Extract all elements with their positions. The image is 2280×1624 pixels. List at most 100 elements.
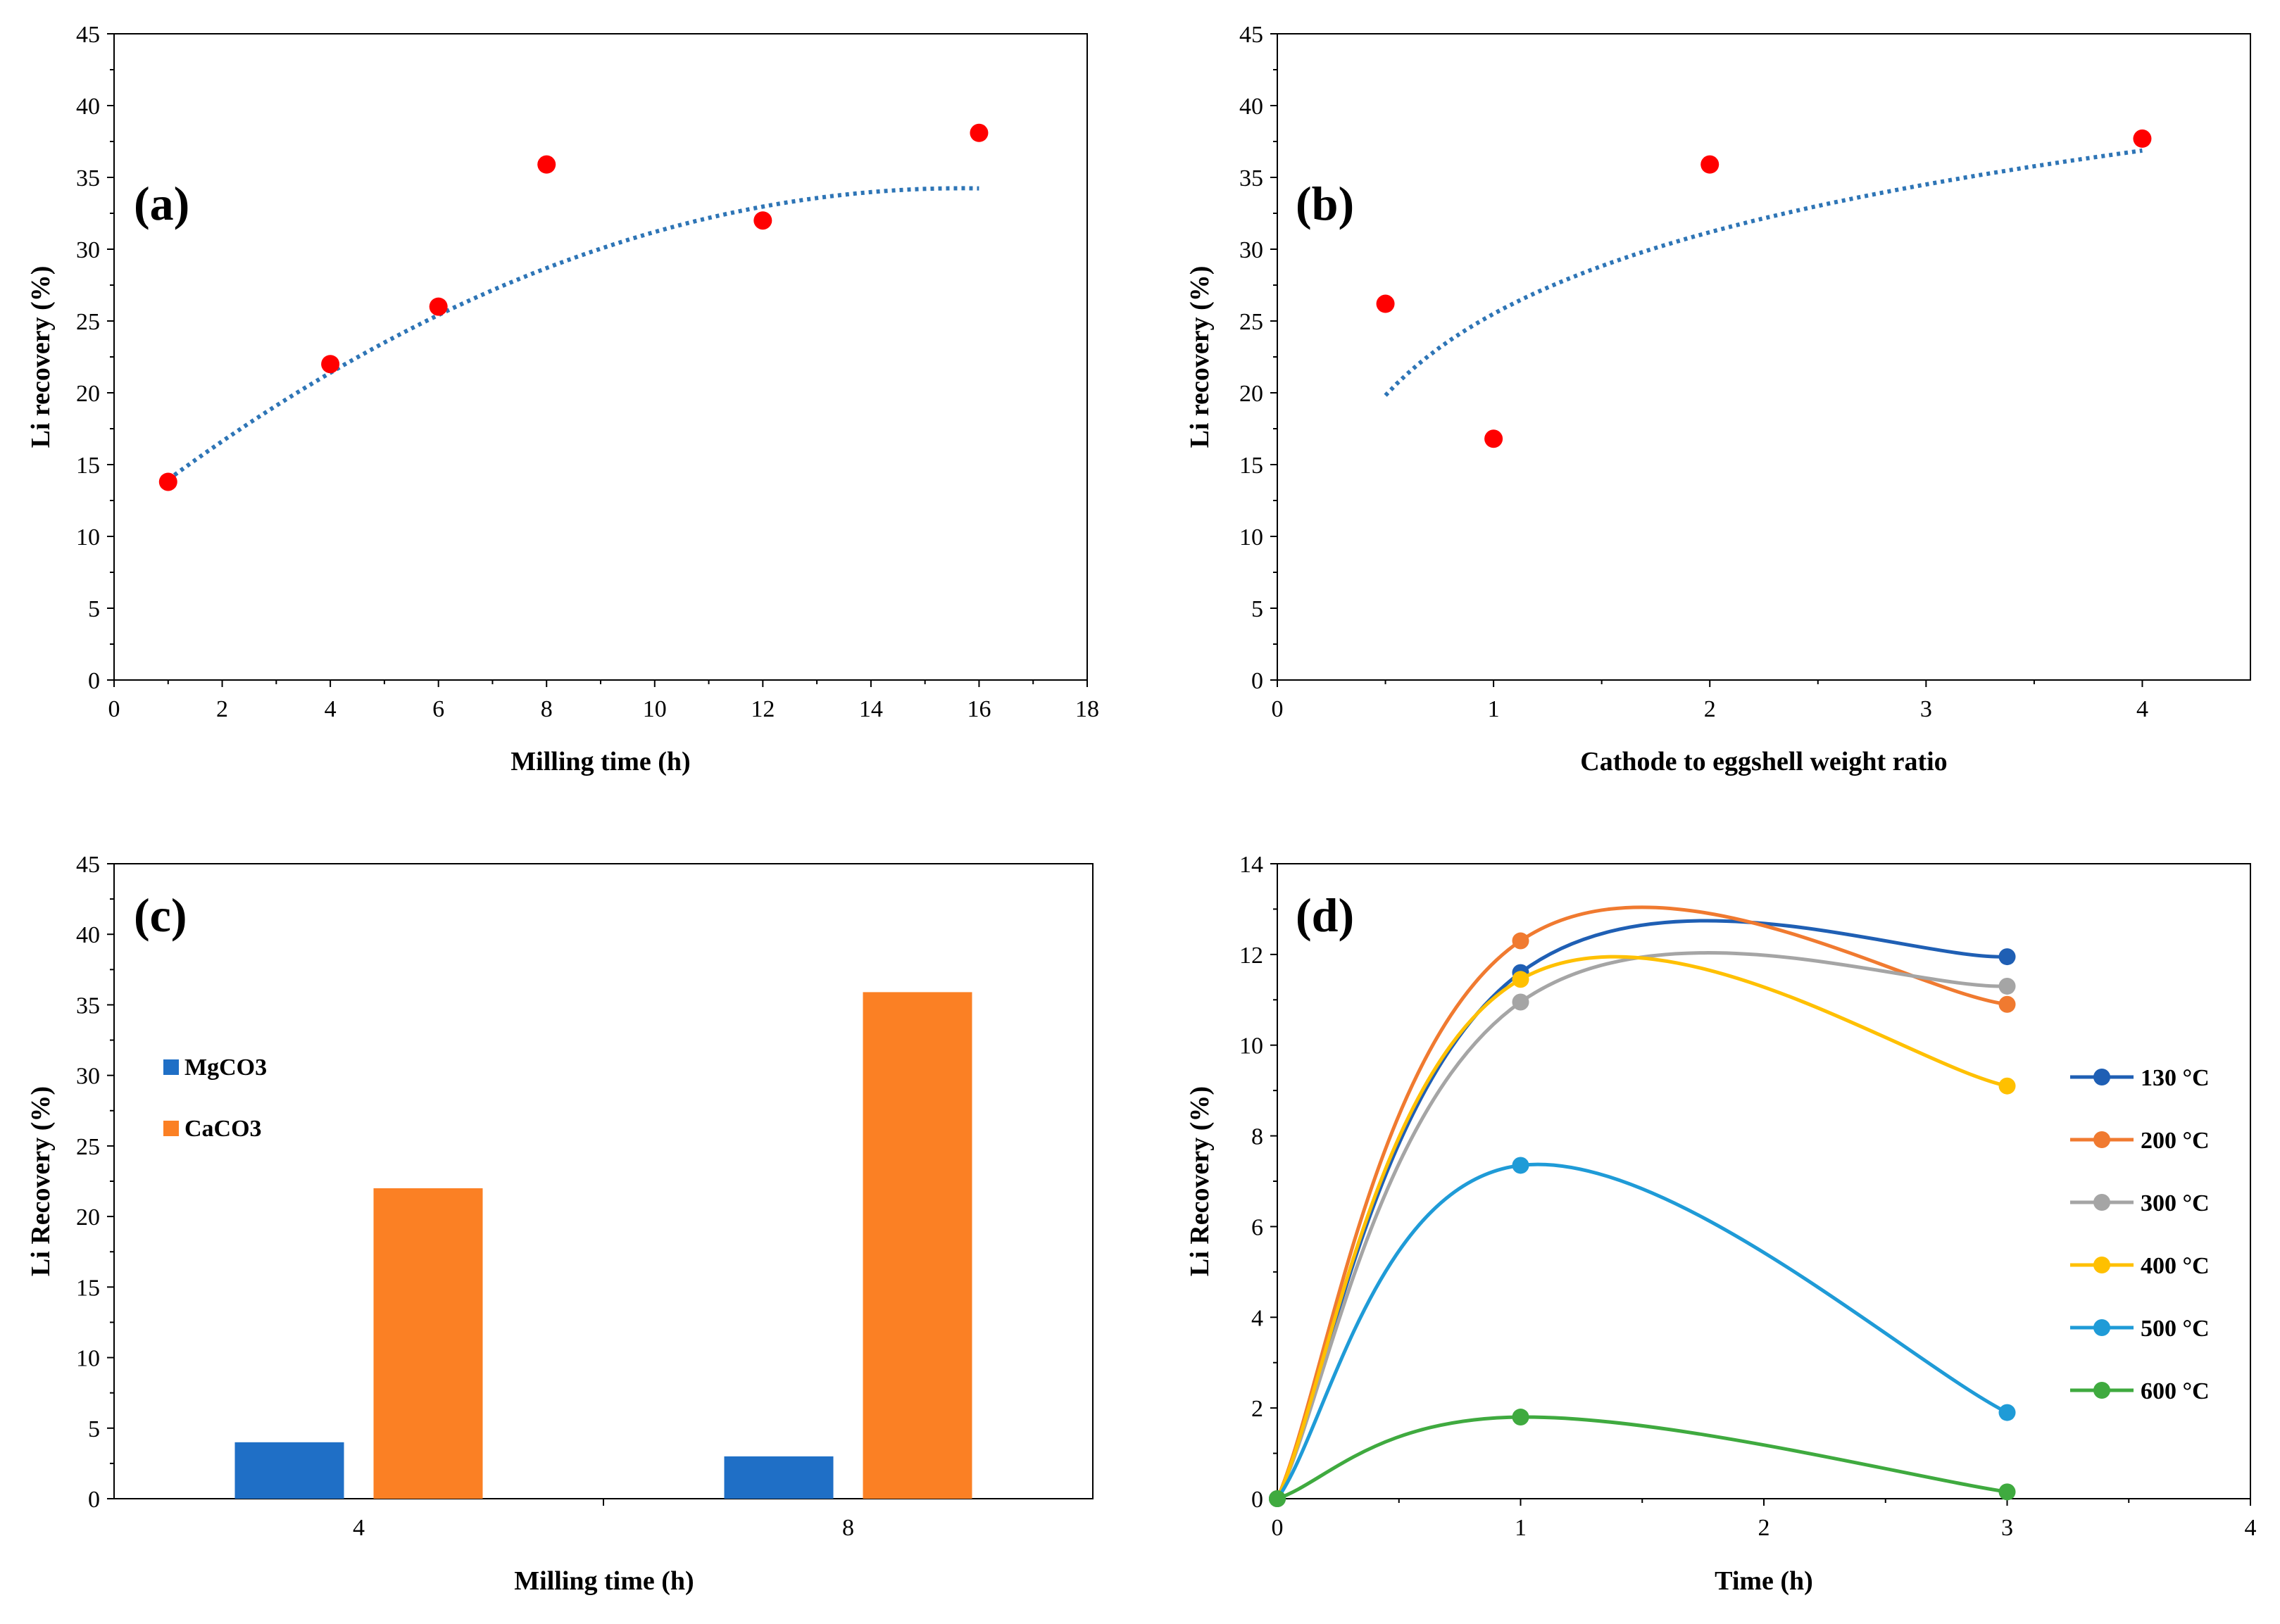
panel-d-y-axis-title: Li Recovery (%) [1185,1086,1215,1276]
y-tick-label: 14 [1239,852,1263,878]
x-tick-label: 2 [1758,1515,1770,1541]
line-series-4 [1275,1162,2008,1500]
y-tick-label: 4 [1251,1305,1263,1331]
line-marker-series-5 [1512,1409,1529,1426]
y-tick-label: 40 [1239,94,1263,120]
y-tick-label: 35 [1239,165,1263,191]
y-tick-label: 0 [88,668,100,694]
panel-a-data-point [537,155,556,174]
legend-marker-series-4 [2093,1319,2110,1336]
panel-a-plot-frame [113,33,1088,681]
bar-caco3-4 [373,1188,483,1499]
bar-mgco3-4 [234,1442,344,1499]
panel-b-trendline [1384,148,2143,397]
x-tick-label: 4 [325,696,337,722]
x-tick-label: 4 [2136,696,2148,722]
x-tick-label: 4 [2245,1515,2257,1541]
panel-a-data-point [429,297,448,316]
y-tick-label: 45 [76,22,100,48]
y-tick-label: 10 [76,524,100,550]
legend-marker-series-0 [2093,1069,2110,1085]
panel-a-data-point [753,211,772,230]
panel-a-milling-time-scatter: (a) Milling time (h) Li recovery (%) 0 2 4… [26,22,1099,776]
legend-marker-series-3 [2093,1257,2110,1273]
y-tick-label: 40 [76,922,100,948]
y-tick-label: 5 [88,596,100,622]
y-tick-label: 40 [76,94,100,120]
y-tick-label: 25 [76,309,100,335]
panel-b-data-point [1484,429,1503,448]
panel-b-data-point [1700,155,1720,174]
panel-b-data-point [2133,129,2152,148]
legend-label-series-0: 130 °C [2141,1065,2210,1091]
panel-c-label: (c) [134,888,187,942]
x-tick-label: 2 [1704,696,1716,722]
y-tick-label: 45 [76,852,100,878]
y-tick-label: 35 [76,993,100,1019]
panel-a-y-axis-title: Li recovery (%) [26,266,56,448]
x-tick-label: 0 [1272,696,1284,722]
y-tick-label: 15 [76,1275,100,1301]
line-marker-series-2 [1512,993,1529,1011]
legend-label-series-2: 300 °C [2141,1190,2210,1216]
line-series-3 [1275,955,2008,1500]
legend-marker-series-2 [2093,1194,2110,1211]
y-tick-label: 12 [1239,943,1263,969]
legend-marker-series-5 [2093,1382,2110,1399]
line-marker-series-1 [1998,995,2016,1013]
panel-c-y-axis-title: Li Recovery (%) [26,1086,56,1276]
line-marker-series-4 [1998,1404,2016,1421]
line-marker-series-5 [1998,1483,2016,1501]
legend-label-series-5: 600 °C [2141,1378,2210,1404]
line-marker-series-0 [1998,948,2016,966]
y-tick-label: 6 [1251,1214,1263,1240]
y-tick-label: 2 [1251,1396,1263,1422]
y-tick-label: 15 [1239,453,1263,479]
y-tick-label: 30 [76,1064,100,1090]
x-tick-label: 3 [1920,696,1932,722]
legend-label-series-1: 200 °C [2141,1128,2210,1154]
x-tick-label: 0 [1272,1515,1284,1541]
y-tick-label: 20 [76,381,100,407]
y-tick-label: 20 [76,1204,100,1230]
line-marker-series-2 [1998,977,2016,995]
panel-c-x-axis-title: Milling time (h) [514,1566,694,1596]
panel-b-x-axis-title: Cathode to eggshell weight ratio [1580,747,1947,776]
x-tick-label: 14 [859,696,883,722]
y-tick-label: 5 [1251,596,1263,622]
panel-a-data-point [158,472,177,491]
x-tick-label: 0 [108,696,120,722]
line-series-2 [1275,951,2007,1500]
x-tick-label: 8 [541,696,553,722]
legend-marker-series-1 [2093,1131,2110,1148]
x-tick-label: 10 [643,696,667,722]
legend-label-mgco3: MgCO3 [184,1055,267,1081]
panel-b-label: (b) [1296,177,1354,230]
line-series-5 [1277,1415,2007,1501]
x-tick-label: 3 [2001,1515,2013,1541]
y-tick-label: 10 [1239,1033,1263,1059]
x-tick-label: 18 [1075,696,1099,722]
legend-label-caco3: CaCO3 [184,1116,262,1142]
y-tick-label: 0 [88,1487,100,1513]
y-tick-label: 30 [76,237,100,263]
panel-b-plot-frame [1277,33,2251,681]
panel-a-label: (a) [134,177,189,230]
y-tick-label: 5 [88,1416,100,1442]
bar-mgco3-8 [724,1456,834,1499]
x-tick-label: 12 [751,696,775,722]
y-tick-label: 0 [1251,1487,1263,1513]
panel-d-label: (d) [1296,888,1354,942]
panel-a-data-point [970,123,989,142]
line-marker-series-1 [1512,932,1529,950]
panel-c-legend: MgCO3 CaCO3 [163,1055,267,1142]
x-tick-label: 1 [1515,1515,1527,1541]
line-series-0 [1275,919,2007,1500]
y-tick-label: 30 [1239,237,1263,263]
line-marker-series-3 [1512,971,1529,988]
x-tick-label: 6 [432,696,444,722]
legend-label-series-4: 500 °C [2141,1316,2210,1342]
